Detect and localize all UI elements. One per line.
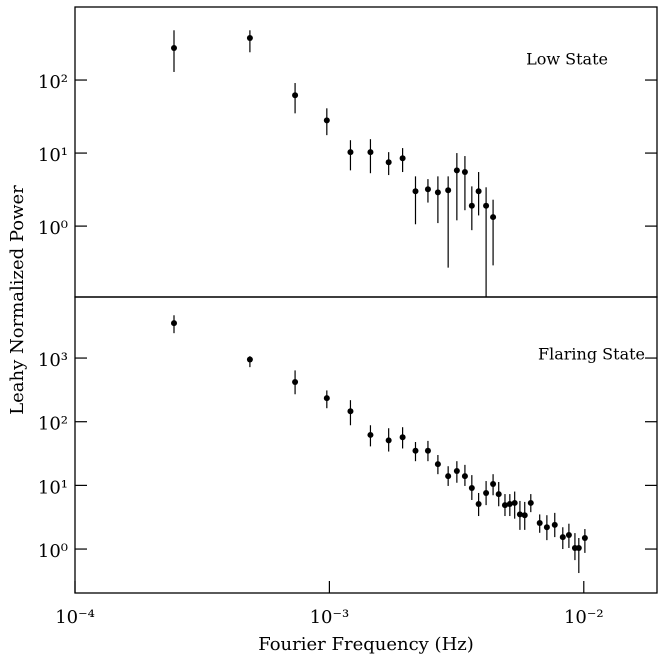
- data-point: [445, 187, 452, 194]
- data-point: [292, 379, 299, 386]
- data-point: [246, 356, 253, 363]
- data-point: [483, 489, 490, 496]
- data-point: [551, 521, 558, 528]
- data-point: [475, 188, 482, 195]
- y-axis-label: Leahy Normalized Power: [7, 185, 28, 415]
- data-point: [581, 535, 588, 542]
- x-tick-label: 10⁻³: [310, 607, 350, 628]
- data-point: [385, 437, 392, 444]
- y-tick-label: 10⁰: [38, 541, 68, 562]
- data-point: [445, 473, 452, 480]
- data-point: [412, 447, 419, 454]
- annotation: Low State: [526, 50, 608, 69]
- data-point: [453, 468, 460, 475]
- data-point: [575, 544, 582, 551]
- data-point: [292, 92, 299, 99]
- data-point: [506, 501, 513, 508]
- data-point: [559, 534, 566, 541]
- data-point: [399, 434, 406, 441]
- data-point: [323, 395, 330, 402]
- data-point: [468, 202, 475, 209]
- data-point: [543, 524, 550, 531]
- data-point: [171, 44, 178, 51]
- data-point: [527, 499, 534, 506]
- data-point: [475, 501, 482, 508]
- data-point: [565, 532, 572, 539]
- data-point: [453, 167, 460, 174]
- data-point: [412, 188, 419, 195]
- x-axis-label: Fourier Frequency (Hz): [258, 634, 474, 655]
- data-point: [385, 159, 392, 166]
- data-point: [434, 189, 441, 196]
- y-tick-label: 10⁰: [38, 218, 68, 239]
- data-point: [424, 186, 431, 193]
- y-tick-label: 10¹: [38, 145, 68, 166]
- data-point: [367, 431, 374, 438]
- data-point: [495, 491, 502, 498]
- data-point: [347, 149, 354, 156]
- data-point: [323, 117, 330, 124]
- data-point: [424, 447, 431, 454]
- data-point: [347, 408, 354, 415]
- data-point: [483, 202, 490, 209]
- y-tick-label: 10³: [38, 350, 68, 371]
- y-tick-label: 10¹: [38, 477, 68, 498]
- x-tick-label: 10⁻⁴: [55, 607, 95, 628]
- data-point: [461, 169, 468, 176]
- data-point: [516, 511, 523, 518]
- data-point: [434, 461, 441, 468]
- y-tick-label: 10²: [38, 414, 68, 435]
- plot-frame: [74, 296, 658, 594]
- data-point: [461, 473, 468, 480]
- data-point: [468, 484, 475, 491]
- x-tick-label: 10⁻²: [564, 607, 604, 628]
- annotation: Flaring State: [538, 345, 645, 364]
- data-point: [501, 502, 508, 509]
- y-tick-label: 10²: [38, 72, 68, 93]
- data-point: [490, 214, 497, 221]
- data-point: [511, 499, 518, 506]
- data-point: [536, 520, 543, 527]
- data-point: [171, 320, 178, 327]
- data-point: [367, 149, 374, 156]
- data-point: [521, 512, 528, 519]
- data-point: [246, 35, 253, 42]
- data-point: [399, 155, 406, 162]
- data-point: [490, 481, 497, 488]
